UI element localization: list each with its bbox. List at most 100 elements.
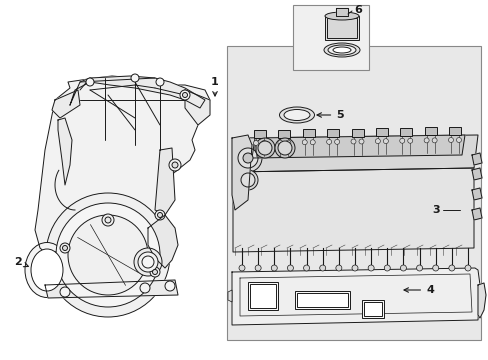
Polygon shape — [232, 135, 477, 172]
Circle shape — [150, 267, 160, 277]
Circle shape — [60, 243, 70, 253]
Polygon shape — [35, 76, 209, 255]
Polygon shape — [45, 280, 178, 298]
Circle shape — [261, 140, 266, 145]
Text: 6: 6 — [353, 5, 361, 15]
Polygon shape — [251, 135, 464, 158]
Circle shape — [358, 139, 363, 144]
Circle shape — [335, 265, 341, 271]
Bar — [226, 46, 480, 340]
Circle shape — [105, 217, 111, 223]
Text: 1: 1 — [211, 77, 219, 96]
Circle shape — [399, 138, 404, 143]
Polygon shape — [335, 8, 347, 16]
Circle shape — [278, 141, 291, 155]
Circle shape — [456, 138, 461, 143]
Circle shape — [255, 265, 261, 271]
Circle shape — [169, 159, 181, 171]
Ellipse shape — [324, 43, 359, 57]
Circle shape — [62, 246, 67, 251]
Polygon shape — [471, 153, 481, 165]
Ellipse shape — [327, 45, 355, 55]
Polygon shape — [471, 188, 481, 200]
Circle shape — [254, 138, 274, 158]
Circle shape — [140, 283, 150, 293]
Circle shape — [131, 74, 139, 82]
Ellipse shape — [325, 12, 358, 20]
Bar — [278, 130, 290, 138]
Circle shape — [142, 256, 154, 268]
Circle shape — [287, 265, 293, 271]
Bar — [292, 5, 368, 70]
Bar — [253, 130, 265, 138]
Circle shape — [60, 287, 70, 297]
Circle shape — [86, 78, 94, 86]
Bar — [363, 302, 381, 316]
Circle shape — [155, 210, 164, 220]
Circle shape — [234, 144, 262, 172]
Circle shape — [238, 170, 258, 190]
Circle shape — [271, 265, 277, 271]
Bar — [302, 129, 314, 137]
Circle shape — [432, 265, 438, 271]
Circle shape — [56, 203, 160, 307]
Polygon shape — [471, 168, 481, 180]
Circle shape — [241, 173, 254, 187]
Bar — [351, 129, 363, 136]
Circle shape — [182, 93, 187, 98]
Bar — [375, 128, 387, 136]
Circle shape — [152, 270, 157, 274]
Circle shape — [277, 140, 282, 145]
Polygon shape — [70, 76, 204, 108]
Ellipse shape — [31, 249, 63, 291]
Circle shape — [416, 265, 422, 271]
Circle shape — [350, 139, 355, 144]
Bar — [448, 127, 460, 135]
Circle shape — [319, 265, 325, 271]
Circle shape — [448, 265, 454, 271]
Circle shape — [164, 281, 175, 291]
Polygon shape — [52, 90, 80, 118]
Bar — [296, 293, 347, 307]
Ellipse shape — [332, 47, 350, 53]
Bar — [325, 16, 358, 40]
Circle shape — [46, 193, 170, 317]
Ellipse shape — [279, 107, 314, 123]
Circle shape — [258, 141, 271, 155]
Circle shape — [423, 138, 428, 143]
Circle shape — [68, 215, 148, 295]
Polygon shape — [155, 148, 175, 215]
Circle shape — [334, 139, 339, 144]
Polygon shape — [231, 135, 251, 210]
Text: 2: 2 — [14, 257, 28, 267]
Bar — [247, 282, 278, 310]
Polygon shape — [471, 208, 481, 220]
Bar — [326, 18, 356, 38]
Bar — [294, 291, 349, 309]
Ellipse shape — [25, 243, 69, 297]
Bar — [424, 127, 436, 135]
Circle shape — [383, 139, 387, 144]
Circle shape — [134, 248, 162, 276]
Circle shape — [464, 265, 470, 271]
Polygon shape — [232, 148, 251, 188]
Ellipse shape — [284, 109, 309, 121]
Polygon shape — [227, 290, 231, 302]
Circle shape — [326, 139, 331, 144]
Circle shape — [285, 140, 290, 145]
Polygon shape — [477, 283, 485, 318]
Circle shape — [375, 139, 380, 144]
Circle shape — [309, 140, 315, 145]
Bar — [249, 284, 275, 308]
Circle shape — [274, 138, 294, 158]
Circle shape — [400, 265, 406, 271]
Circle shape — [431, 138, 436, 143]
Circle shape — [102, 214, 114, 226]
Circle shape — [138, 252, 158, 272]
Circle shape — [157, 212, 162, 217]
Text: 4: 4 — [403, 285, 433, 295]
Polygon shape — [232, 168, 473, 252]
Circle shape — [253, 140, 258, 145]
Circle shape — [447, 138, 452, 143]
Circle shape — [180, 90, 190, 100]
